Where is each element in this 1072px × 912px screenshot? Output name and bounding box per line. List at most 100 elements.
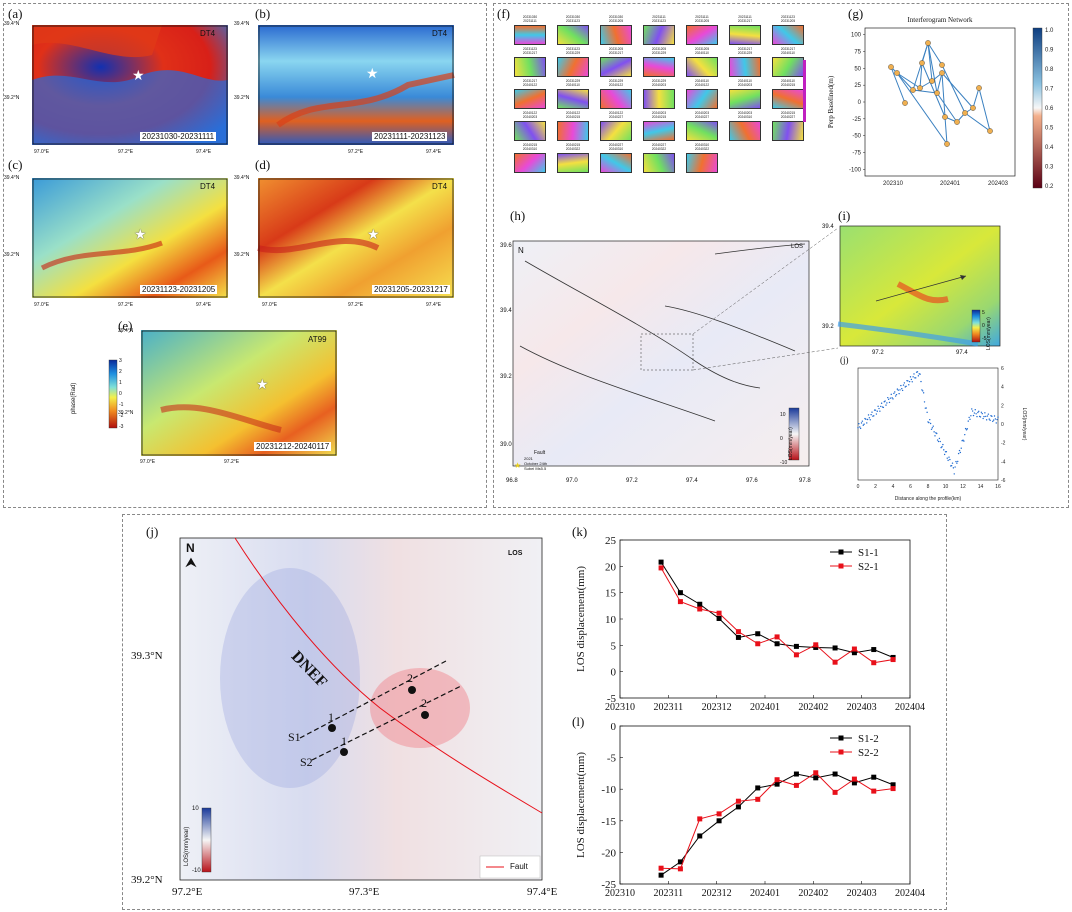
panel-k-label: (k): [572, 524, 588, 539]
profile-point: [917, 375, 920, 377]
xtick-label: 202310: [605, 888, 635, 899]
profile-point: [876, 410, 878, 412]
interferogram-thumbnail: 20240122 20240203: [510, 111, 550, 142]
thumbnail-date-label: 20240215 20240310: [522, 143, 538, 151]
network-cbar-tick: 0.3: [1045, 165, 1054, 171]
network-node: [894, 70, 900, 76]
profile-point: [957, 460, 959, 463]
thumbnail-image: [600, 153, 632, 173]
j-los-label: LOS: [508, 550, 523, 557]
thumbnail-image: [686, 153, 718, 173]
profile-point: [888, 401, 891, 404]
j-s1-label: S1: [288, 730, 301, 744]
panel-h-map: [512, 240, 810, 467]
profile-point: [933, 431, 935, 433]
frame-bottom: [122, 514, 947, 910]
h-ytick-label: 39.4: [500, 308, 512, 314]
profile-point: [902, 384, 905, 386]
data-point: [677, 599, 683, 605]
profile-point: [890, 393, 892, 396]
profile-point: [978, 410, 980, 413]
data-point: [851, 776, 857, 782]
profile-point: [938, 437, 941, 440]
thumbnail-date-label: 20240227 20240322: [651, 143, 667, 151]
profile-xtick-label: 8: [927, 484, 930, 490]
ytick-label: 25: [605, 535, 617, 547]
panel-a-map: [32, 25, 228, 145]
profile-point: [997, 416, 999, 418]
network-cbar-tick: 0.7: [1045, 87, 1054, 93]
network-edge: [941, 72, 974, 109]
profile-xtick-label: 6: [909, 484, 912, 490]
tick-d-lon3: 97.4°E: [426, 302, 442, 308]
profile-point: [869, 419, 871, 421]
profile-ytick-label: -2: [1001, 441, 1006, 447]
profile-point: [863, 423, 865, 425]
data-point: [697, 833, 703, 839]
profile-point: [956, 462, 958, 464]
data-point: [774, 781, 780, 787]
profile-point: [901, 387, 903, 390]
profile-ytick-label: -6: [1001, 478, 1006, 484]
network-node: [888, 64, 894, 70]
i-ytick-label: 39.4: [822, 224, 834, 230]
network-cbar-tick: 0.2: [1045, 184, 1054, 190]
profile-point: [975, 413, 977, 415]
interferogram-thumbnail: 20231229 20240203: [639, 79, 679, 110]
data-point: [716, 818, 722, 824]
profile-point: [896, 388, 899, 390]
network-cbar-tick: 1.0: [1045, 28, 1054, 34]
data-point: [871, 774, 877, 780]
thumbnail-image: [514, 25, 546, 45]
network-edge: [896, 72, 948, 145]
profile-point: [995, 422, 997, 424]
panel-a-date: 20231030-20231111: [140, 132, 217, 141]
profile-point: [972, 414, 975, 417]
profile-point: [892, 398, 894, 400]
interferogram-thumbnail: 20240110 20240215: [768, 79, 808, 110]
thumbnail-date-label: 20240122 20240227: [608, 111, 624, 119]
ytick-label: 10: [605, 614, 617, 626]
panel-f-colorbar: [803, 60, 806, 122]
interferogram-thumbnail: 20240203 20240227: [682, 111, 722, 142]
thumbnail-date-label: 20231217 20240122: [522, 79, 538, 87]
network-cbar-tick: 0.9: [1045, 48, 1054, 54]
thumbnail-image: [600, 121, 632, 141]
data-point: [658, 559, 664, 565]
data-point: [755, 785, 761, 791]
profile-ylabel: LOS(mm/year): [1021, 408, 1027, 441]
profile-point: [971, 410, 974, 412]
interferogram-thumbnail: 20231123 20231229: [553, 47, 593, 78]
thumbnail-image: [643, 25, 675, 45]
panel-c-map: [32, 178, 228, 298]
thumbnail-image: [514, 153, 546, 173]
profile-xtick-label: 0: [857, 484, 860, 490]
thumbnail-image: [729, 25, 761, 45]
profile-point: [913, 373, 915, 375]
profile-point: [980, 411, 983, 414]
profile-point: [943, 453, 946, 456]
data-point: [755, 796, 761, 802]
tick-c-lat-mid: 39.2°N: [4, 252, 20, 258]
panel-c-label: (c): [8, 157, 23, 172]
data-point: [755, 631, 761, 637]
thumbnail-image: [600, 89, 632, 109]
network-xtick-label: 202310: [883, 181, 904, 187]
interferogram-thumbnail: 20231217 20240122: [510, 79, 550, 110]
data-point: [832, 789, 838, 795]
profile-point: [964, 433, 966, 436]
displacement-chart-l: 202310 202311 202312 202401 202402 202403 2024…: [575, 721, 925, 899]
thumbnail-date-label: 20240203 20240227: [694, 111, 710, 119]
profile-point: [981, 412, 983, 415]
profile-point: [942, 443, 944, 446]
thumbnail-image: [600, 57, 632, 77]
profile-point: [941, 446, 943, 448]
profile-ytick-label: 6: [1001, 366, 1004, 372]
h-cbar-tick: -10: [780, 460, 788, 466]
h-xtick-label: 97.2: [626, 478, 638, 484]
profile-point: [976, 415, 978, 418]
interferogram-thumbnail: 20231123 20231217: [510, 47, 550, 78]
h-north-label: N: [518, 246, 524, 255]
panel-j-small-label: (j): [840, 355, 849, 365]
